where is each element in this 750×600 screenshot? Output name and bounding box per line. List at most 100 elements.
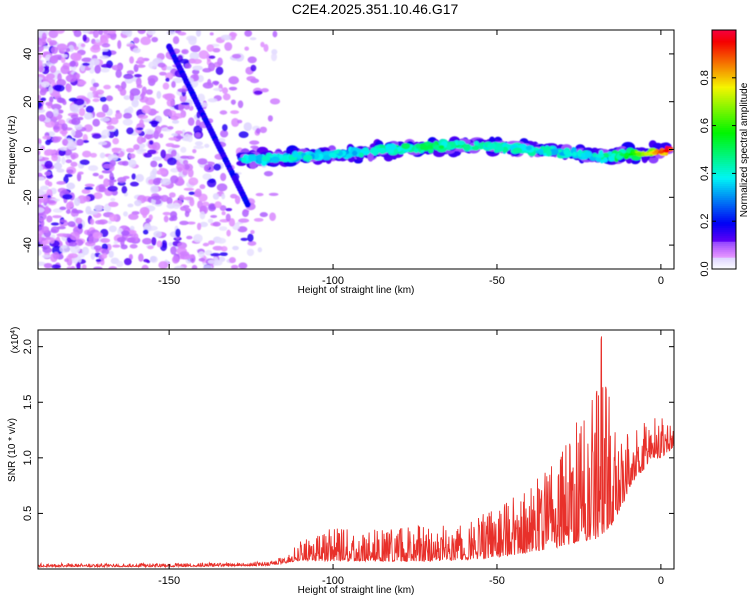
spectrogram-noise-cell xyxy=(184,63,192,69)
spectrogram-noise-cell xyxy=(231,118,240,127)
spectrogram-noise-cell xyxy=(100,63,112,69)
spectrogram-noise-cell xyxy=(136,136,144,145)
snr-scale-prefix: (x10 xyxy=(10,333,21,353)
spectrogram-noise-cell xyxy=(81,246,90,256)
spectrogram-noise-cell xyxy=(138,253,144,262)
spectrogram-noise-cell xyxy=(53,162,63,170)
snr-x-label: Height of straight line (km) xyxy=(298,585,415,596)
spectrogram-x-tick-label: -150 xyxy=(158,275,180,287)
spectrogram-band-cell xyxy=(512,147,523,154)
spectrogram-noise-cell xyxy=(93,245,102,251)
spectrogram-noise-cell xyxy=(128,229,137,235)
spectrogram-noise-cell xyxy=(52,215,62,219)
spectrogram-noise-cell xyxy=(268,192,279,196)
spectrogram-noise-cell xyxy=(192,58,202,64)
colorbar-strip xyxy=(712,197,736,200)
spectrogram-noise-cell xyxy=(207,259,216,264)
spectrogram-noise-cell xyxy=(43,262,53,269)
spectrogram-band-cell xyxy=(413,148,419,154)
spectrogram-noise-cell xyxy=(222,87,228,95)
spectrogram-noise-cell xyxy=(41,254,52,259)
spectrogram-noise-cell xyxy=(135,174,145,183)
spectrogram-noise-cell xyxy=(269,212,276,221)
spectrogram-noise-cell xyxy=(106,125,115,130)
colorbar-strip xyxy=(712,93,736,97)
snr-frame xyxy=(37,329,675,570)
spectrogram-noise-cell xyxy=(52,251,60,260)
spectrogram-noise-cell xyxy=(134,199,142,207)
spectrogram-noise-cell xyxy=(237,100,244,109)
spectrogram-noise-cell xyxy=(189,52,200,60)
spectrogram-noise-cell xyxy=(58,149,66,156)
spectrogram-noise-cell xyxy=(202,264,213,269)
spectrogram-noise-cell xyxy=(73,46,79,51)
spectrogram-noise-cell xyxy=(81,264,87,269)
spectrogram-noise-cell xyxy=(193,233,203,243)
spectrogram-noise-cell xyxy=(109,172,114,180)
spectrogram-band-cell xyxy=(580,152,586,158)
colorbar-strip xyxy=(712,265,736,268)
spectrogram-noise-cell xyxy=(195,132,201,138)
spectrogram-noise-cell xyxy=(48,85,54,94)
spectrogram-noise-cell xyxy=(204,249,213,256)
spectrogram-noise-cell xyxy=(216,183,228,192)
spectrogram-noise-cell xyxy=(38,114,46,122)
spectrogram-band-cell xyxy=(583,150,593,158)
colorbar-strip xyxy=(712,41,736,45)
spectrogram-noise-cell xyxy=(61,54,68,58)
spectrogram-noise-cell xyxy=(237,119,243,124)
spectrogram-noise-cell xyxy=(237,226,248,233)
spectrogram-noise-cell xyxy=(228,86,238,91)
spectrogram-noise-cell xyxy=(255,192,264,197)
spectrogram-noise-cell xyxy=(209,32,214,36)
colorbar-strip xyxy=(712,251,736,254)
colorbar-strip xyxy=(712,187,736,190)
spectrogram-noise-cell xyxy=(113,240,118,245)
colorbar-strip xyxy=(712,177,736,180)
colorbar-strip xyxy=(712,75,736,79)
spectrogram-noise-cell xyxy=(228,218,236,227)
colorbar-strip xyxy=(712,67,736,71)
spectrogram-noise-cell xyxy=(172,255,180,264)
spectrogram-noise-cell xyxy=(225,213,231,222)
spectrogram-noise-cell xyxy=(191,264,198,269)
spectrogram-noise-cell xyxy=(206,44,215,52)
spectrogram-noise-cell xyxy=(186,235,193,240)
snr-y-label: SNR (10 * v/v) xyxy=(7,418,18,482)
spectrogram-noise-cell xyxy=(116,260,124,268)
spectrogram-noise-cell xyxy=(109,32,117,40)
spectrogram-noise-cell xyxy=(110,197,116,202)
spectrogram-noise-cell xyxy=(51,136,59,142)
spectrogram-noise-cell xyxy=(147,75,159,84)
spectrogram-noise-cell xyxy=(111,64,123,71)
colorbar-strip xyxy=(712,71,736,75)
spectrogram-noise-cell xyxy=(82,150,92,158)
spectrogram-noise-cell xyxy=(101,169,113,174)
spectrogram-noise-cell xyxy=(238,131,249,139)
spectrogram-noise-cell xyxy=(123,74,134,80)
spectrogram-noise-cell xyxy=(39,88,47,96)
spectrogram-band-cell xyxy=(292,150,299,158)
spectrogram-noise-cell xyxy=(70,152,79,159)
colorbar-strip xyxy=(712,37,736,41)
spectrogram-noise-cell xyxy=(208,62,216,72)
spectrogram-noise-cell xyxy=(260,88,269,93)
spectrogram-noise-cell xyxy=(113,128,119,137)
spectrogram-noise-cell xyxy=(179,251,190,257)
spectrogram-noise-cell xyxy=(44,205,50,215)
spectrogram-band-cell xyxy=(538,149,544,155)
spectrogram-noise-cell xyxy=(66,142,77,150)
spectrogram-noise-cell xyxy=(156,240,163,248)
colorbar-strip xyxy=(712,113,736,117)
colorbar-strip xyxy=(712,153,736,157)
spectrogram-noise-cell xyxy=(67,253,78,259)
colorbar-strip xyxy=(712,159,736,163)
spectrogram-noise-cell xyxy=(225,207,233,212)
spectrogram-noise-cell xyxy=(69,104,79,113)
colorbar-strip xyxy=(712,135,736,139)
colorbar-strip xyxy=(712,235,736,238)
spectrogram-noise-cell xyxy=(68,241,78,247)
colorbar-strip xyxy=(712,243,736,246)
spectrogram-noise-cell xyxy=(151,167,158,176)
colorbar-strip xyxy=(712,253,736,256)
